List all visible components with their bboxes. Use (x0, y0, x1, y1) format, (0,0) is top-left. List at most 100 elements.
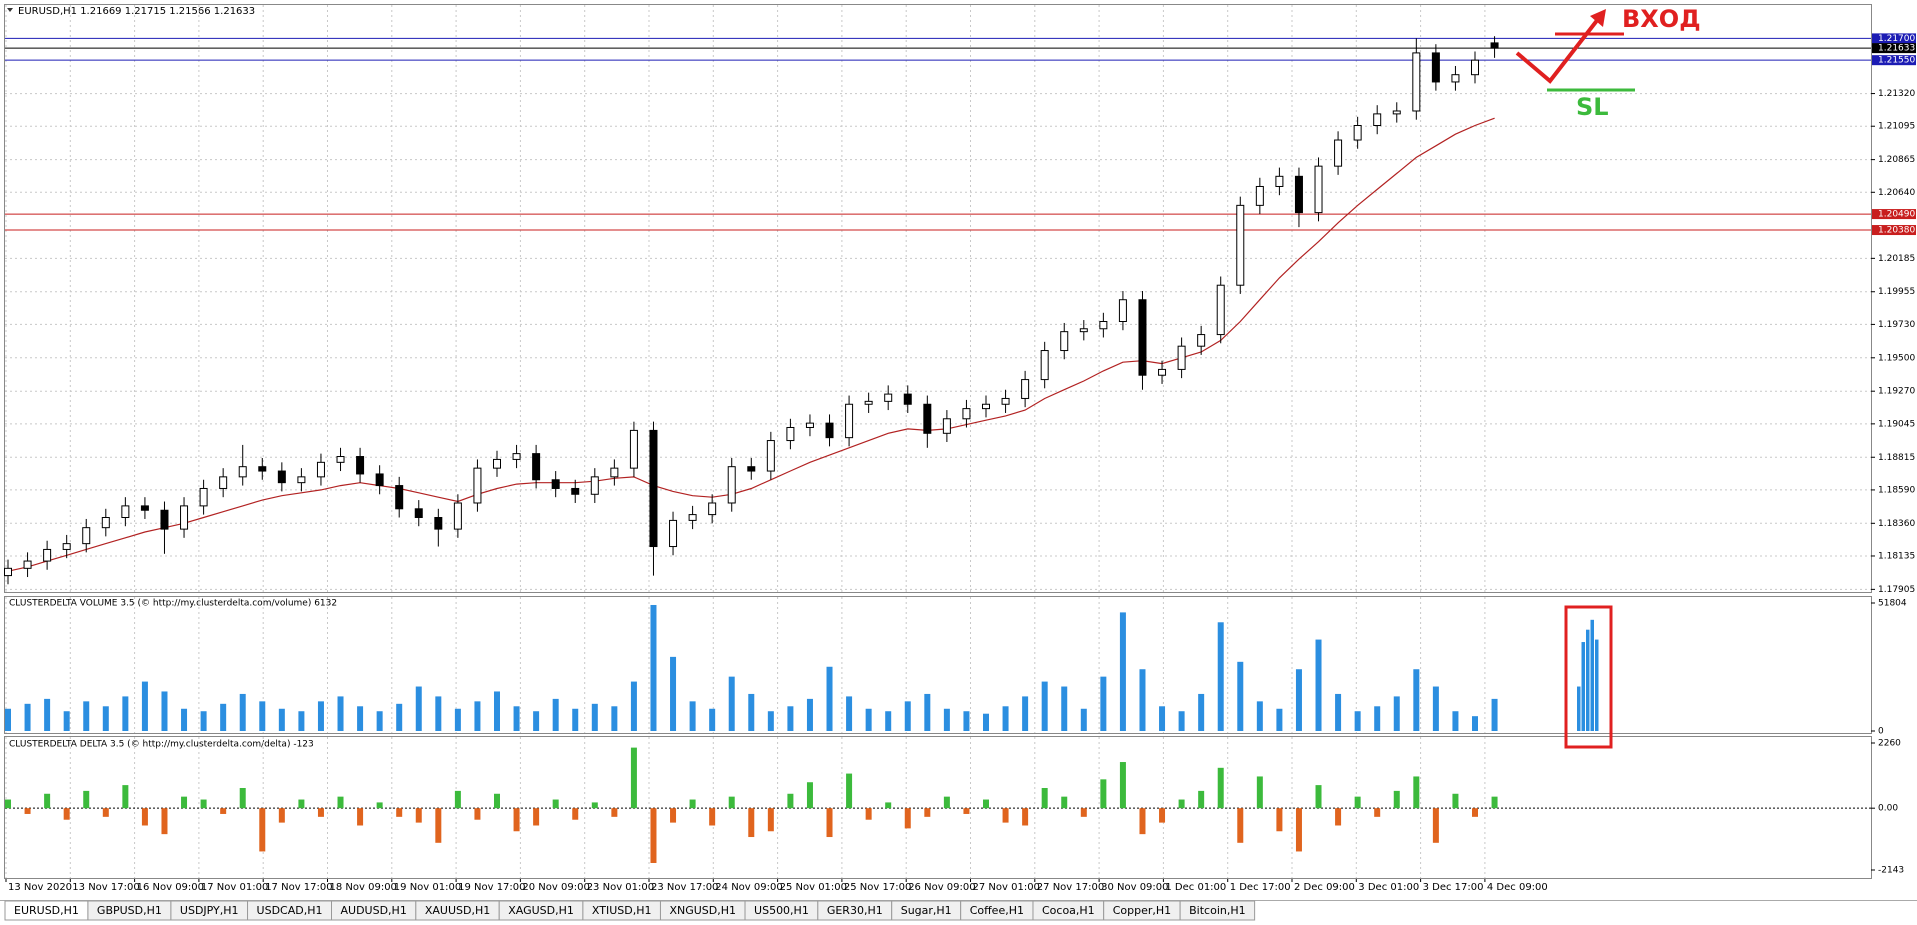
candle-body (238, 466, 247, 478)
candle-body (1471, 59, 1479, 76)
candle-body (727, 466, 736, 504)
delta-bar (904, 808, 911, 829)
delta-bar (317, 808, 324, 817)
candle-body (1118, 299, 1127, 323)
volume-bar (591, 703, 598, 731)
menu-arrow[interactable] (7, 8, 13, 12)
delta-bar (415, 808, 422, 823)
tab-label[interactable]: XNGUSD,H1 (669, 904, 736, 917)
y-tick-label: 0.00 (1878, 804, 1898, 814)
trade-annotation: ВХОД SL (1515, 5, 1701, 121)
delta-bar (141, 808, 148, 826)
delta-bar (1472, 808, 1478, 817)
volume-bar (728, 676, 735, 731)
time-label: 30 Nov 09:00 (1101, 882, 1168, 893)
candle-body (493, 458, 501, 469)
candle-body (1001, 397, 1010, 405)
candle-body (277, 470, 286, 484)
volume-bar (689, 701, 696, 731)
volume-bar (376, 711, 383, 731)
tab[interactable] (1179, 900, 1256, 921)
delta-bar (435, 808, 442, 843)
volume-bar (181, 708, 188, 731)
candle-body (160, 509, 169, 530)
volume-bar (5, 708, 11, 731)
time-label: 27 Nov 17:00 (1037, 882, 1104, 893)
volume-bar (474, 701, 481, 731)
candle-body (473, 467, 482, 504)
volume-panel-frame (4, 596, 1872, 734)
delta-bar (865, 808, 872, 820)
tab-label[interactable]: Coffee,H1 (970, 904, 1024, 917)
time-label: 19 Nov 17:00 (458, 882, 525, 893)
volume-bar (1100, 676, 1107, 731)
tab-label[interactable]: Bitcoin,H1 (1189, 904, 1246, 917)
tab-label[interactable]: Copper,H1 (1113, 904, 1171, 917)
tab-label[interactable]: GER30,H1 (827, 904, 883, 917)
delta-bar (689, 799, 696, 809)
candle-body (1294, 175, 1303, 214)
candle-body (1216, 284, 1225, 336)
delta-bar (376, 802, 383, 809)
volume-bar (24, 703, 31, 731)
tab-label[interactable]: XAGUSD,H1 (508, 904, 574, 917)
tab-label[interactable]: XAUUSD,H1 (425, 904, 490, 917)
candle-body (375, 473, 384, 487)
delta-bar (591, 802, 598, 809)
delta-bar (1159, 808, 1166, 823)
volume-bar (44, 698, 51, 731)
delta-bar (278, 808, 285, 823)
delta-bar (728, 796, 735, 809)
delta-bar (161, 808, 168, 835)
delta-bar (1198, 790, 1205, 809)
time-label: 25 Nov 01:00 (780, 882, 847, 893)
tab-label[interactable]: Sugar,H1 (901, 904, 952, 917)
candle-body (551, 479, 560, 489)
candle-body (336, 456, 345, 463)
volume-bar (239, 693, 246, 731)
tab-label[interactable]: XTIUSD,H1 (592, 904, 652, 917)
y-tick-label: 1.19955 (1878, 287, 1915, 297)
candle-body (766, 440, 775, 472)
volume-bar (161, 691, 168, 731)
candle-body (688, 514, 697, 521)
volume-bar (1276, 708, 1283, 731)
delta-bar (1237, 808, 1244, 843)
highlight-volume-bar (1577, 686, 1581, 731)
chart-title: EURUSD,H1 1.21669 1.21715 1.21566 1.2163… (18, 6, 255, 17)
tab-label[interactable]: GBPUSD,H1 (97, 904, 162, 917)
candle-body (258, 466, 267, 472)
delta-bar (533, 808, 540, 826)
volume-bar (1178, 711, 1185, 731)
candle-body (1079, 328, 1088, 333)
tab-label[interactable]: USDCAD,H1 (257, 904, 323, 917)
volume-bar (1002, 706, 1009, 731)
candle-body (1099, 321, 1108, 330)
tab-label[interactable]: AUDUSD,H1 (341, 904, 407, 917)
price-label: 1.20380 (1878, 226, 1915, 236)
candle-body (884, 393, 893, 402)
volume-bar (1198, 693, 1205, 731)
delta-bar (650, 808, 657, 863)
volume-bar (709, 708, 716, 731)
volume-bar (278, 708, 285, 731)
delta-bar (630, 747, 637, 809)
time-label: 23 Nov 01:00 (587, 882, 654, 893)
tab-label[interactable]: US500,H1 (754, 904, 809, 917)
volume-bar (396, 703, 403, 731)
tab-label[interactable]: USDJPY,H1 (180, 904, 239, 917)
delta-bar (1295, 808, 1302, 852)
delta-bar (220, 808, 227, 814)
tab-label[interactable]: Cocoa,H1 (1042, 904, 1095, 917)
y-tick-label: 1.20185 (1878, 254, 1915, 264)
time-label: 17 Nov 17:00 (265, 882, 332, 893)
candle-body (1451, 74, 1460, 83)
candle-body (395, 485, 404, 510)
price-label-box (1872, 209, 1916, 220)
tab-label[interactable]: EURUSD,H1 (14, 904, 79, 917)
volume-bar (259, 701, 266, 731)
time-label: 25 Nov 17:00 (844, 882, 911, 893)
price-label: 1.20490 (1878, 210, 1915, 220)
candle-body (571, 487, 580, 495)
